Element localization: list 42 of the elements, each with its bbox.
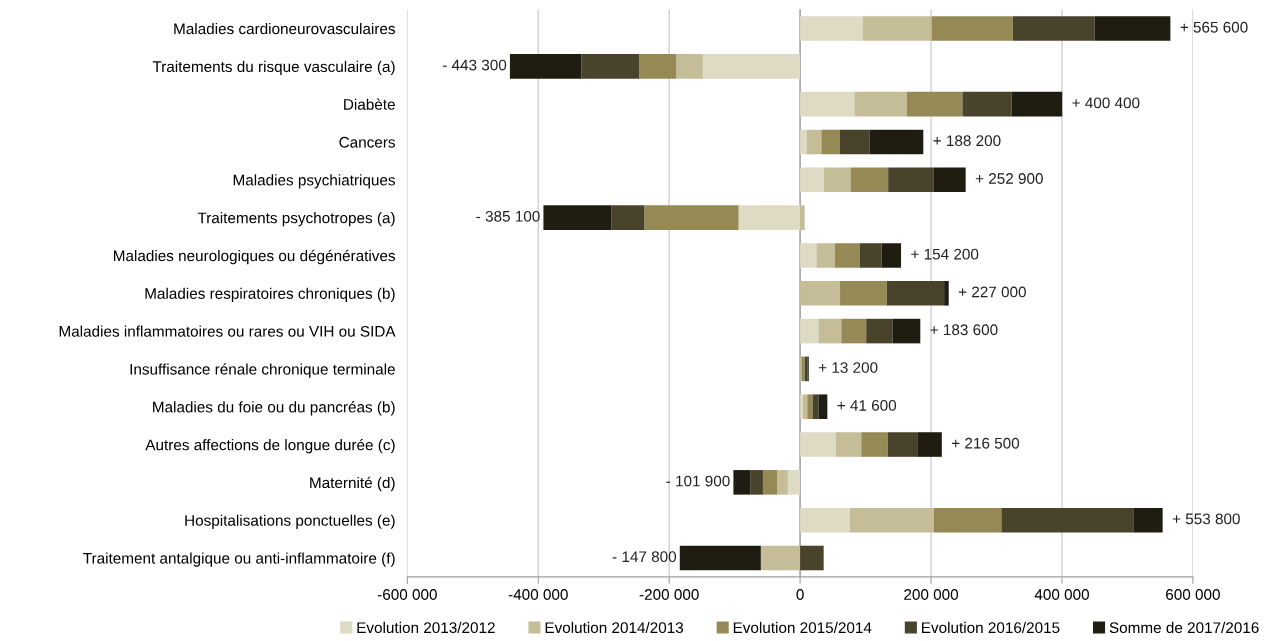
- y-tick-label: Traitements du risque vasculaire (a): [152, 60, 395, 76]
- x-tick-label: 0: [796, 589, 804, 600]
- total-label: - 443 300: [442, 59, 507, 71]
- legend-label: Somme de 2017/2016: [1109, 621, 1259, 634]
- legend-label: Evolution 2015/2014: [733, 621, 872, 634]
- y-tick-label: Autres affections de longue durée (c): [145, 438, 395, 454]
- y-tick-label: Maladies neurologiques ou dégénératives: [113, 249, 396, 265]
- y-tick-label: Maladies respiratoires chroniques (b): [145, 287, 395, 302]
- total-label: + 565 600: [1180, 21, 1248, 33]
- total-label: + 400 400: [1072, 97, 1140, 109]
- total-label: + 41 600: [837, 400, 897, 411]
- legend-label: Evolution 2016/2015: [922, 621, 1060, 634]
- x-tick-label: 400 000: [1034, 589, 1089, 600]
- x-tick-label: 600 000: [1166, 589, 1220, 600]
- y-tick-label: Traitements psychotropes (a): [197, 212, 395, 227]
- y-tick-label: Hospitalisations ponctuelles (e): [185, 514, 395, 529]
- total-label: + 154 200: [911, 248, 979, 260]
- total-label: + 188 200: [933, 135, 1001, 147]
- x-tick-label: -600 000: [377, 589, 437, 600]
- legend-label: Evolution 2014/2013: [545, 621, 684, 634]
- total-label: - 147 800: [612, 551, 677, 563]
- y-tick-label: Traitement antalgique ou anti-inflammatoire (f): [83, 552, 395, 567]
- total-label: - 385 100: [476, 210, 540, 222]
- y-tick-label: Maladies cardioneurovasculaires: [174, 22, 396, 35]
- y-tick-label: Maladies inflammatoires ou rares ou VIH ou SIDA: [59, 325, 396, 337]
- y-tick-label: Insuffisance rénale chronique terminale: [130, 363, 395, 378]
- total-label: + 227 000: [958, 286, 1026, 298]
- legend-label: Evolution 2013/2012: [357, 621, 495, 634]
- x-tick-label: 200 000: [904, 589, 959, 600]
- total-label: - 101 900: [666, 475, 730, 487]
- total-label: + 216 500: [952, 437, 1020, 449]
- y-tick-label: Maladies du foie ou du pancréas (b): [153, 401, 395, 416]
- y-tick-label: Cancers: [339, 136, 395, 148]
- total-label: + 183 600: [930, 324, 998, 336]
- y-tick-label: Maladies psychiatriques: [233, 174, 395, 189]
- total-label: + 252 900: [975, 173, 1043, 184]
- y-tick-label: Diabète: [344, 98, 395, 110]
- total-label: + 553 800: [1172, 513, 1240, 525]
- x-tick-label: -400 000: [508, 589, 568, 600]
- y-tick-label: Maternité (d): [310, 476, 395, 492]
- x-tick-label: -200 000: [639, 589, 699, 600]
- total-label: + 13 200: [818, 362, 878, 373]
